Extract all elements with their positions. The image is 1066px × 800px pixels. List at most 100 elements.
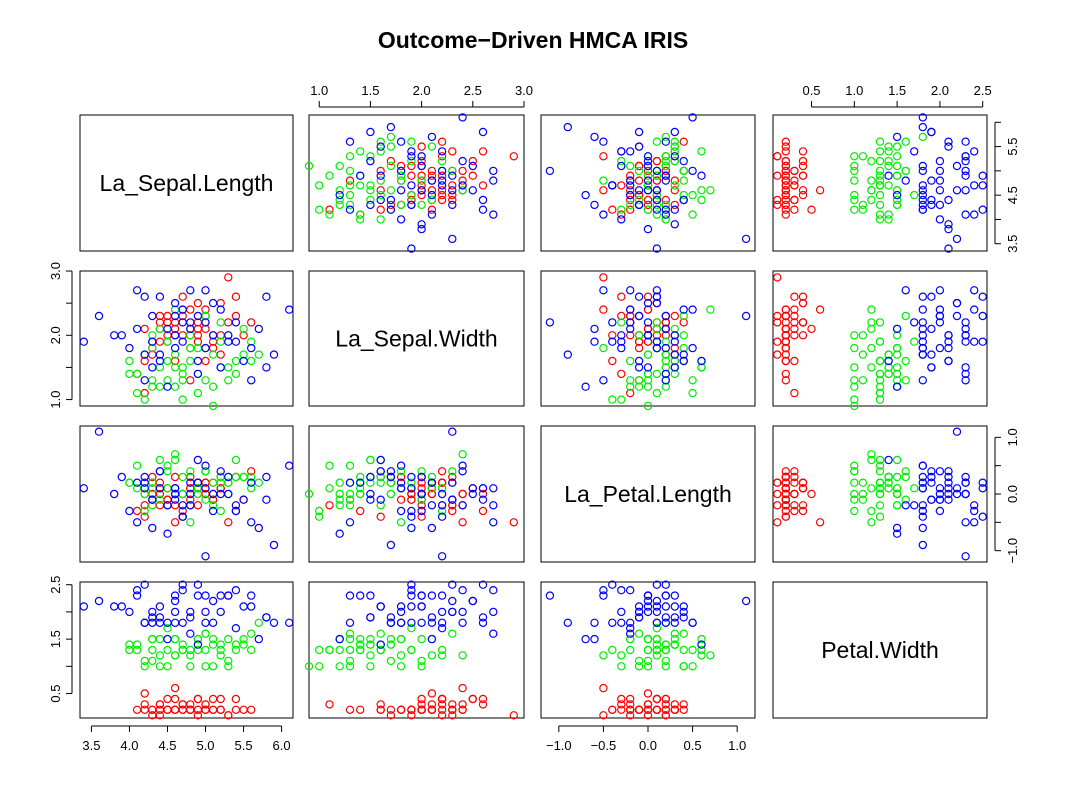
data-point xyxy=(773,478,782,487)
panel-r1-c3 xyxy=(772,270,988,411)
data-point xyxy=(670,324,680,334)
data-point xyxy=(961,186,970,195)
data-point xyxy=(478,484,488,493)
data-point xyxy=(335,501,344,510)
data-point xyxy=(661,602,671,611)
data-point xyxy=(670,369,680,379)
data-point xyxy=(599,711,608,720)
data-point xyxy=(875,181,885,190)
data-point xyxy=(335,662,344,671)
data-point xyxy=(254,523,263,533)
data-point xyxy=(741,311,751,321)
data-point xyxy=(376,602,385,611)
data-point xyxy=(193,580,203,589)
data-point xyxy=(186,376,195,385)
data-point xyxy=(231,318,241,327)
data-point xyxy=(961,518,970,527)
data-point xyxy=(216,506,225,516)
data-point xyxy=(661,337,671,346)
data-point xyxy=(448,607,457,617)
data-point xyxy=(269,618,279,628)
data-point xyxy=(231,356,241,366)
data-point xyxy=(193,694,203,704)
data-point xyxy=(155,662,165,671)
x-tick-label-bottom: 5.0 xyxy=(196,738,214,753)
data-point xyxy=(208,705,218,715)
panel-frame xyxy=(308,581,525,719)
data-point xyxy=(697,171,706,180)
data-point xyxy=(626,618,635,628)
data-point xyxy=(396,137,406,146)
data-point xyxy=(132,369,142,379)
data-point xyxy=(626,388,635,398)
data-point xyxy=(679,305,688,314)
data-point xyxy=(437,190,447,200)
data-point xyxy=(643,171,653,180)
data-point xyxy=(407,489,416,499)
data-point xyxy=(626,305,635,314)
data-point xyxy=(670,705,680,715)
data-point xyxy=(216,591,225,600)
data-point xyxy=(608,337,617,346)
data-point xyxy=(617,705,626,715)
data-point xyxy=(231,624,241,633)
data-point xyxy=(224,662,233,671)
data-point xyxy=(626,205,635,214)
data-point xyxy=(661,640,671,649)
data-point xyxy=(193,705,203,715)
data-point xyxy=(892,369,902,379)
data-point xyxy=(208,501,218,510)
data-point xyxy=(892,190,902,200)
data-point xyxy=(170,382,180,391)
data-point xyxy=(427,190,437,200)
data-point xyxy=(231,506,241,516)
data-point xyxy=(634,337,644,346)
data-point xyxy=(617,331,626,340)
data-point xyxy=(396,602,406,611)
data-point xyxy=(407,484,416,493)
data-point xyxy=(858,350,868,359)
data-point xyxy=(961,166,970,176)
y-tick-label-left: 3.0 xyxy=(48,262,63,280)
data-point xyxy=(643,591,653,600)
data-point xyxy=(773,501,782,510)
data-point xyxy=(643,186,653,195)
data-point xyxy=(386,634,396,644)
data-point xyxy=(478,195,488,205)
data-point xyxy=(617,337,626,346)
data-point xyxy=(407,156,416,166)
data-point xyxy=(407,495,416,504)
data-point xyxy=(850,461,859,470)
data-point xyxy=(458,181,467,190)
y-tick-label-right: 5.5 xyxy=(1005,138,1020,156)
data-point xyxy=(670,205,680,214)
data-point xyxy=(148,607,157,617)
data-point xyxy=(325,645,334,655)
data-point xyxy=(850,195,859,205)
data-point xyxy=(407,161,416,171)
data-point xyxy=(193,455,203,465)
data-point xyxy=(396,506,406,516)
data-point xyxy=(652,200,662,210)
data-point xyxy=(661,156,671,166)
data-point xyxy=(427,700,437,709)
data-point xyxy=(643,382,653,391)
data-point xyxy=(850,382,859,391)
data-point xyxy=(790,176,799,185)
data-point xyxy=(79,602,89,611)
data-point xyxy=(952,298,962,308)
data-point xyxy=(850,467,859,476)
data-point xyxy=(608,181,617,190)
data-point xyxy=(875,171,885,180)
data-point xyxy=(643,318,653,327)
data-point xyxy=(285,618,294,628)
data-point xyxy=(918,540,928,550)
data-point xyxy=(781,195,791,205)
data-point xyxy=(626,190,635,200)
data-point xyxy=(489,629,498,638)
data-point xyxy=(875,318,885,327)
data-point xyxy=(140,472,149,482)
data-point xyxy=(468,171,477,180)
panel-frame xyxy=(79,581,294,719)
data-point xyxy=(427,501,437,510)
